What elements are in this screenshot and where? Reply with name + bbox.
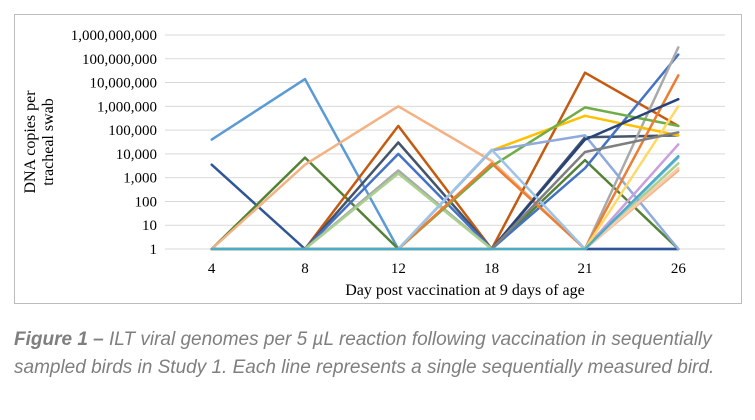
y-tick-label: 10,000 [116,147,157,163]
x-tick-label: 18 [484,261,499,277]
y-tick-label: 100,000,000 [82,52,157,68]
y-tick-label: 10,000,000 [90,76,158,92]
y-tick-label: 1,000,000 [97,99,157,115]
series-line-12 [210,134,680,251]
line-chart: 1 10 100 1,000 10,000 100,000 1,000,000 10,000,… [22,28,725,299]
x-tick-label: 12 [391,261,406,277]
y-tick-label: 100 [135,194,158,210]
x-tick-label: 26 [671,261,687,277]
y-tick-label: 1,000 [123,171,157,187]
x-tick-label: 8 [301,261,309,277]
y-axis-label: DNA copies per [22,90,39,194]
y-axis-label-line2: tracheal swab [40,98,57,186]
series-line-19 [210,131,680,251]
x-tick-label: 4 [208,261,216,277]
y-tick-label: 1,000,000,000 [71,28,157,44]
chart-container: 1 10 100 1,000 10,000 100,000 1,000,000 10,000,… [14,14,742,304]
series-line-6 [210,134,680,251]
x-tick-label: 21 [578,261,593,277]
series-line-7 [210,53,680,251]
series-line-20 [210,154,680,251]
y-tick-label: 100,000 [108,123,157,139]
y-tick-label: 10 [142,218,157,234]
figure-caption: Figure 1 – ILT viral genomes per 5 µL re… [14,326,734,382]
figure-label: Figure 1 – [14,329,110,350]
figure-caption-text: ILT viral genomes per 5 µL reaction foll… [14,329,715,378]
x-axis-label: Day post vaccination at 9 days of age [345,282,584,299]
y-tick-label: 1 [150,242,158,258]
